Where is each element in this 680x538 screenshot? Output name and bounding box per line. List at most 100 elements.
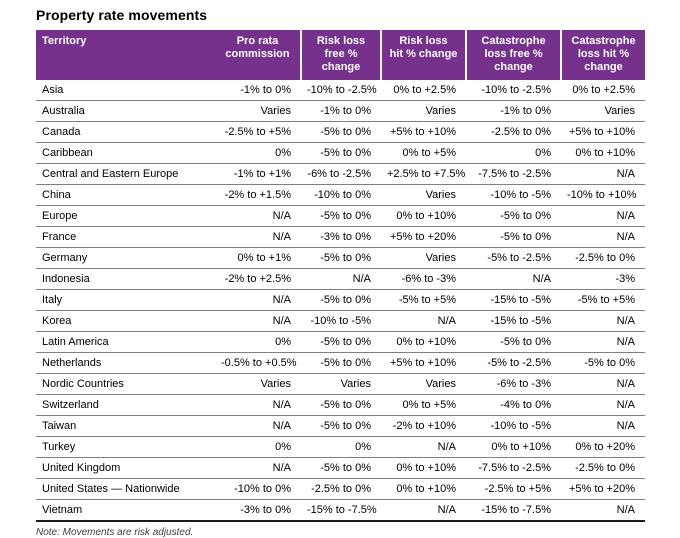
territory-cell: United States — Nationwide (36, 478, 215, 500)
value-cell-risk-loss-hit: +5% to +20% (381, 226, 466, 248)
value-cell-risk-loss-free: -5% to 0% (301, 247, 381, 269)
value-cell-risk-loss-free: N/A (301, 268, 381, 290)
value-cell-risk-loss-hit: -2% to +10% (381, 415, 466, 437)
value-cell-catastrophe-loss-free: N/A (466, 268, 561, 290)
value-cell-pro-rata-commission: N/A (215, 226, 301, 248)
territory-cell: Nordic Countries (36, 373, 215, 395)
column-header-catastrophe-loss-hit: Catastrophe loss hit % change (560, 30, 645, 80)
value-cell-risk-loss-free: -10% to 0% (301, 184, 381, 206)
value-cell-risk-loss-hit: 0% to +10% (381, 457, 466, 479)
value-cell-risk-loss-hit: Varies (381, 247, 466, 269)
value-cell-catastrophe-loss-free: -1% to 0% (466, 100, 561, 122)
column-header-risk-loss-free: Risk loss free % change (300, 30, 381, 80)
table-row: Canada -2.5% to +5% -5% to 0% +5% to +10% -2… (36, 121, 645, 143)
value-cell-risk-loss-free: -15% to -7.5% (301, 499, 381, 522)
table-row: Netherlands -0.5% to +0.5% -5% to 0% +5% to… (36, 352, 645, 374)
column-header-risk-loss-hit: Risk loss hit % change (380, 30, 466, 80)
territory-cell: Italy (36, 289, 215, 311)
value-cell-catastrophe-loss-free: -5% to 0% (466, 226, 561, 248)
value-cell-risk-loss-free: -5% to 0% (301, 205, 381, 227)
value-cell-risk-loss-free: -3% to 0% (301, 226, 381, 248)
value-cell-risk-loss-free: -5% to 0% (301, 142, 381, 164)
table-row: Central and Eastern Europe -1% to +1% -6% … (36, 163, 645, 185)
value-cell-catastrophe-loss-free: -15% to -7.5% (466, 499, 561, 522)
value-cell-catastrophe-loss-hit: -10% to +10% (561, 184, 645, 206)
territory-cell: Korea (36, 310, 215, 332)
value-cell-pro-rata-commission: Varies (215, 100, 301, 122)
territory-cell: United Kingdom (36, 457, 215, 479)
table-row: Italy N/A -5% to 0% -5% to +5% -15% to -5% -5… (36, 289, 645, 311)
table-row: Australia Varies -1% to 0% Varies -1% to 0% V… (36, 100, 645, 122)
territory-cell: Indonesia (36, 268, 215, 290)
value-cell-catastrophe-loss-free: -2.5% to +5% (466, 478, 561, 500)
table-body: Asia -1% to 0% -10% to -2.5% 0% to +2.5% -10… (36, 80, 645, 522)
value-cell-catastrophe-loss-free: -7.5% to -2.5% (466, 457, 561, 479)
table-header-row: Territory Pro rata commission Risk loss fr… (36, 30, 645, 80)
value-cell-catastrophe-loss-free: 0% (466, 142, 561, 164)
table-header: Territory Pro rata commission Risk loss fr… (36, 30, 645, 80)
table-row: United Kingdom N/A -5% to 0% 0% to +10% -7.5… (36, 457, 645, 479)
table-row: Germany 0% to +1% -5% to 0% Varies -5% to -2… (36, 247, 645, 269)
table-row: Caribbean 0% -5% to 0% 0% to +5% 0% 0% to +10… (36, 142, 645, 164)
value-cell-risk-loss-free: -5% to 0% (301, 289, 381, 311)
territory-cell: Taiwan (36, 415, 215, 437)
value-cell-pro-rata-commission: 0% (215, 436, 301, 458)
table-row: China -2% to +1.5% -10% to 0% Varies -10% to… (36, 184, 645, 206)
value-cell-pro-rata-commission: N/A (215, 415, 301, 437)
territory-cell: China (36, 184, 215, 206)
value-cell-risk-loss-free: -5% to 0% (301, 121, 381, 143)
value-cell-risk-loss-free: -10% to -2.5% (301, 80, 381, 101)
value-cell-risk-loss-hit: N/A (381, 436, 466, 458)
territory-cell: Turkey (36, 436, 215, 458)
table-row: Latin America 0% -5% to 0% 0% to +10% -5% to… (36, 331, 645, 353)
value-cell-risk-loss-free: -6% to -2.5% (301, 163, 381, 185)
value-cell-pro-rata-commission: -2% to +2.5% (215, 268, 301, 290)
value-cell-catastrophe-loss-free: -6% to -3% (466, 373, 561, 395)
table-row: Turkey 0% 0% N/A 0% to +10% 0% to +20% (36, 436, 645, 458)
value-cell-catastrophe-loss-hit: +5% to +10% (561, 121, 645, 143)
value-cell-catastrophe-loss-free: -10% to -5% (466, 415, 561, 437)
table-row: United States — Nationwide -10% to 0% -2.5… (36, 478, 645, 500)
value-cell-pro-rata-commission: 0% to +1% (215, 247, 301, 269)
table-row: France N/A -3% to 0% +5% to +20% -5% to 0% N/… (36, 226, 645, 248)
value-cell-catastrophe-loss-free: -10% to -2.5% (466, 80, 561, 101)
value-cell-risk-loss-free: -5% to 0% (301, 394, 381, 416)
value-cell-catastrophe-loss-hit: -5% to 0% (561, 352, 645, 374)
value-cell-catastrophe-loss-hit: N/A (561, 394, 645, 416)
value-cell-risk-loss-free: -5% to 0% (301, 352, 381, 374)
territory-cell: Central and Eastern Europe (36, 163, 215, 185)
value-cell-risk-loss-hit: 0% to +5% (381, 142, 466, 164)
value-cell-catastrophe-loss-free: -5% to -2.5% (466, 352, 561, 374)
value-cell-risk-loss-hit: 0% to +5% (381, 394, 466, 416)
value-cell-catastrophe-loss-hit: -3% (561, 268, 645, 290)
territory-cell: Latin America (36, 331, 215, 353)
territory-cell: Asia (36, 80, 215, 101)
value-cell-risk-loss-hit: Varies (381, 184, 466, 206)
value-cell-catastrophe-loss-hit: N/A (561, 499, 645, 522)
value-cell-pro-rata-commission: 0% (215, 331, 301, 353)
territory-cell: Germany (36, 247, 215, 269)
value-cell-catastrophe-loss-free: -7.5% to -2.5% (466, 163, 561, 185)
value-cell-pro-rata-commission: -1% to 0% (215, 80, 301, 101)
value-cell-catastrophe-loss-free: -2.5% to 0% (466, 121, 561, 143)
value-cell-catastrophe-loss-free: -5% to 0% (466, 205, 561, 227)
footnote: Note: Movements are risk adjusted. (36, 527, 194, 538)
territory-cell: Canada (36, 121, 215, 143)
territory-cell: France (36, 226, 215, 248)
value-cell-pro-rata-commission: -2.5% to +5% (215, 121, 301, 143)
value-cell-catastrophe-loss-hit: N/A (561, 415, 645, 437)
table-row: Taiwan N/A -5% to 0% -2% to +10% -10% to -5%… (36, 415, 645, 437)
property-rate-table: Territory Pro rata commission Risk loss fr… (36, 30, 645, 522)
value-cell-risk-loss-free: 0% (301, 436, 381, 458)
value-cell-pro-rata-commission: N/A (215, 205, 301, 227)
value-cell-risk-loss-hit: +2.5% to +7.5% (381, 163, 466, 185)
value-cell-pro-rata-commission: -3% to 0% (215, 499, 301, 522)
value-cell-risk-loss-hit: Varies (381, 100, 466, 122)
value-cell-risk-loss-hit: 0% to +10% (381, 478, 466, 500)
value-cell-catastrophe-loss-free: -5% to -2.5% (466, 247, 561, 269)
territory-cell: Europe (36, 205, 215, 227)
column-header-pro-rata-commission: Pro rata commission (215, 30, 301, 80)
territory-cell: Vietnam (36, 499, 215, 522)
value-cell-risk-loss-free: -5% to 0% (301, 415, 381, 437)
